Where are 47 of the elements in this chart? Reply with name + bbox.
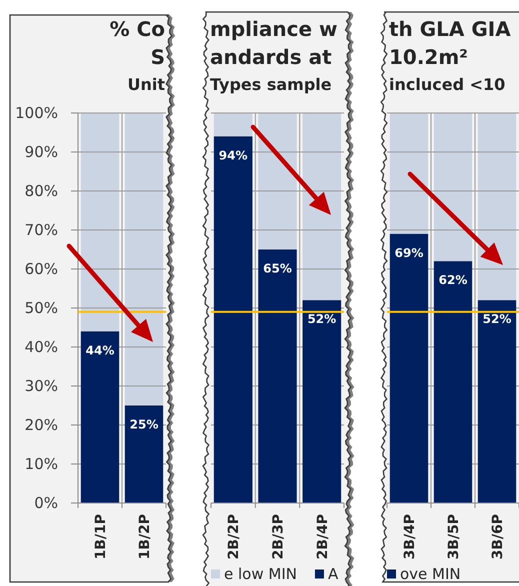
bar <box>80 331 120 503</box>
data-label: 69% <box>394 246 424 260</box>
legend-label: ove MIN <box>400 565 461 583</box>
x-tick-label: 1B/2P <box>137 514 154 560</box>
y-tick-label: 30% <box>24 377 58 395</box>
y-tick-label: 100% <box>15 104 58 122</box>
x-tick-label: 1B/1P <box>93 514 110 560</box>
y-tick-label: 20% <box>24 416 58 434</box>
x-tick-label: 3B/4P <box>402 514 418 560</box>
data-label: 44% <box>86 343 114 358</box>
chart-subtitle: Unit <box>127 75 166 94</box>
x-tick-label: 2B/3P <box>270 514 287 560</box>
data-label: 52% <box>307 312 336 326</box>
legend-label: e low MIN <box>224 565 297 583</box>
bar <box>258 250 297 503</box>
bar <box>124 113 164 406</box>
bar <box>434 261 472 503</box>
data-label: 65% <box>263 262 292 276</box>
bar <box>478 113 516 300</box>
data-label: 25% <box>130 418 158 432</box>
y-tick-label: 50% <box>24 299 58 317</box>
data-label: 52% <box>482 312 512 326</box>
y-tick-label: 70% <box>24 221 58 239</box>
bar <box>124 406 164 503</box>
legend-label: A <box>328 565 339 583</box>
bar <box>478 300 516 503</box>
y-tick-label: 10% <box>24 455 58 473</box>
x-tick-label: 2B/4P <box>314 514 331 560</box>
y-tick-label: 90% <box>24 143 58 161</box>
bar <box>214 136 252 503</box>
y-tick-label: 80% <box>24 182 58 200</box>
y-tick-label: 60% <box>24 260 58 278</box>
x-tick-label: 3B/6P <box>490 514 506 560</box>
chart-subtitle: incluced <10 <box>389 75 506 94</box>
data-label: 62% <box>438 273 468 288</box>
x-tick-label: 2B/2P <box>226 514 242 560</box>
y-tick-label: 40% <box>24 338 58 356</box>
chart-title: mpliance w andards at <box>210 17 338 69</box>
chart-title: th GLA GIA 10.2m² <box>389 17 512 69</box>
y-tick-label: 0% <box>34 494 58 512</box>
bar <box>214 113 252 136</box>
bar <box>302 300 342 503</box>
data-label: 94% <box>218 148 248 162</box>
x-tick-label: 3B/5P <box>446 514 462 560</box>
bar <box>302 113 342 300</box>
chart-title: % Co S <box>110 17 165 69</box>
chart-subtitle: Types sample <box>210 75 332 94</box>
